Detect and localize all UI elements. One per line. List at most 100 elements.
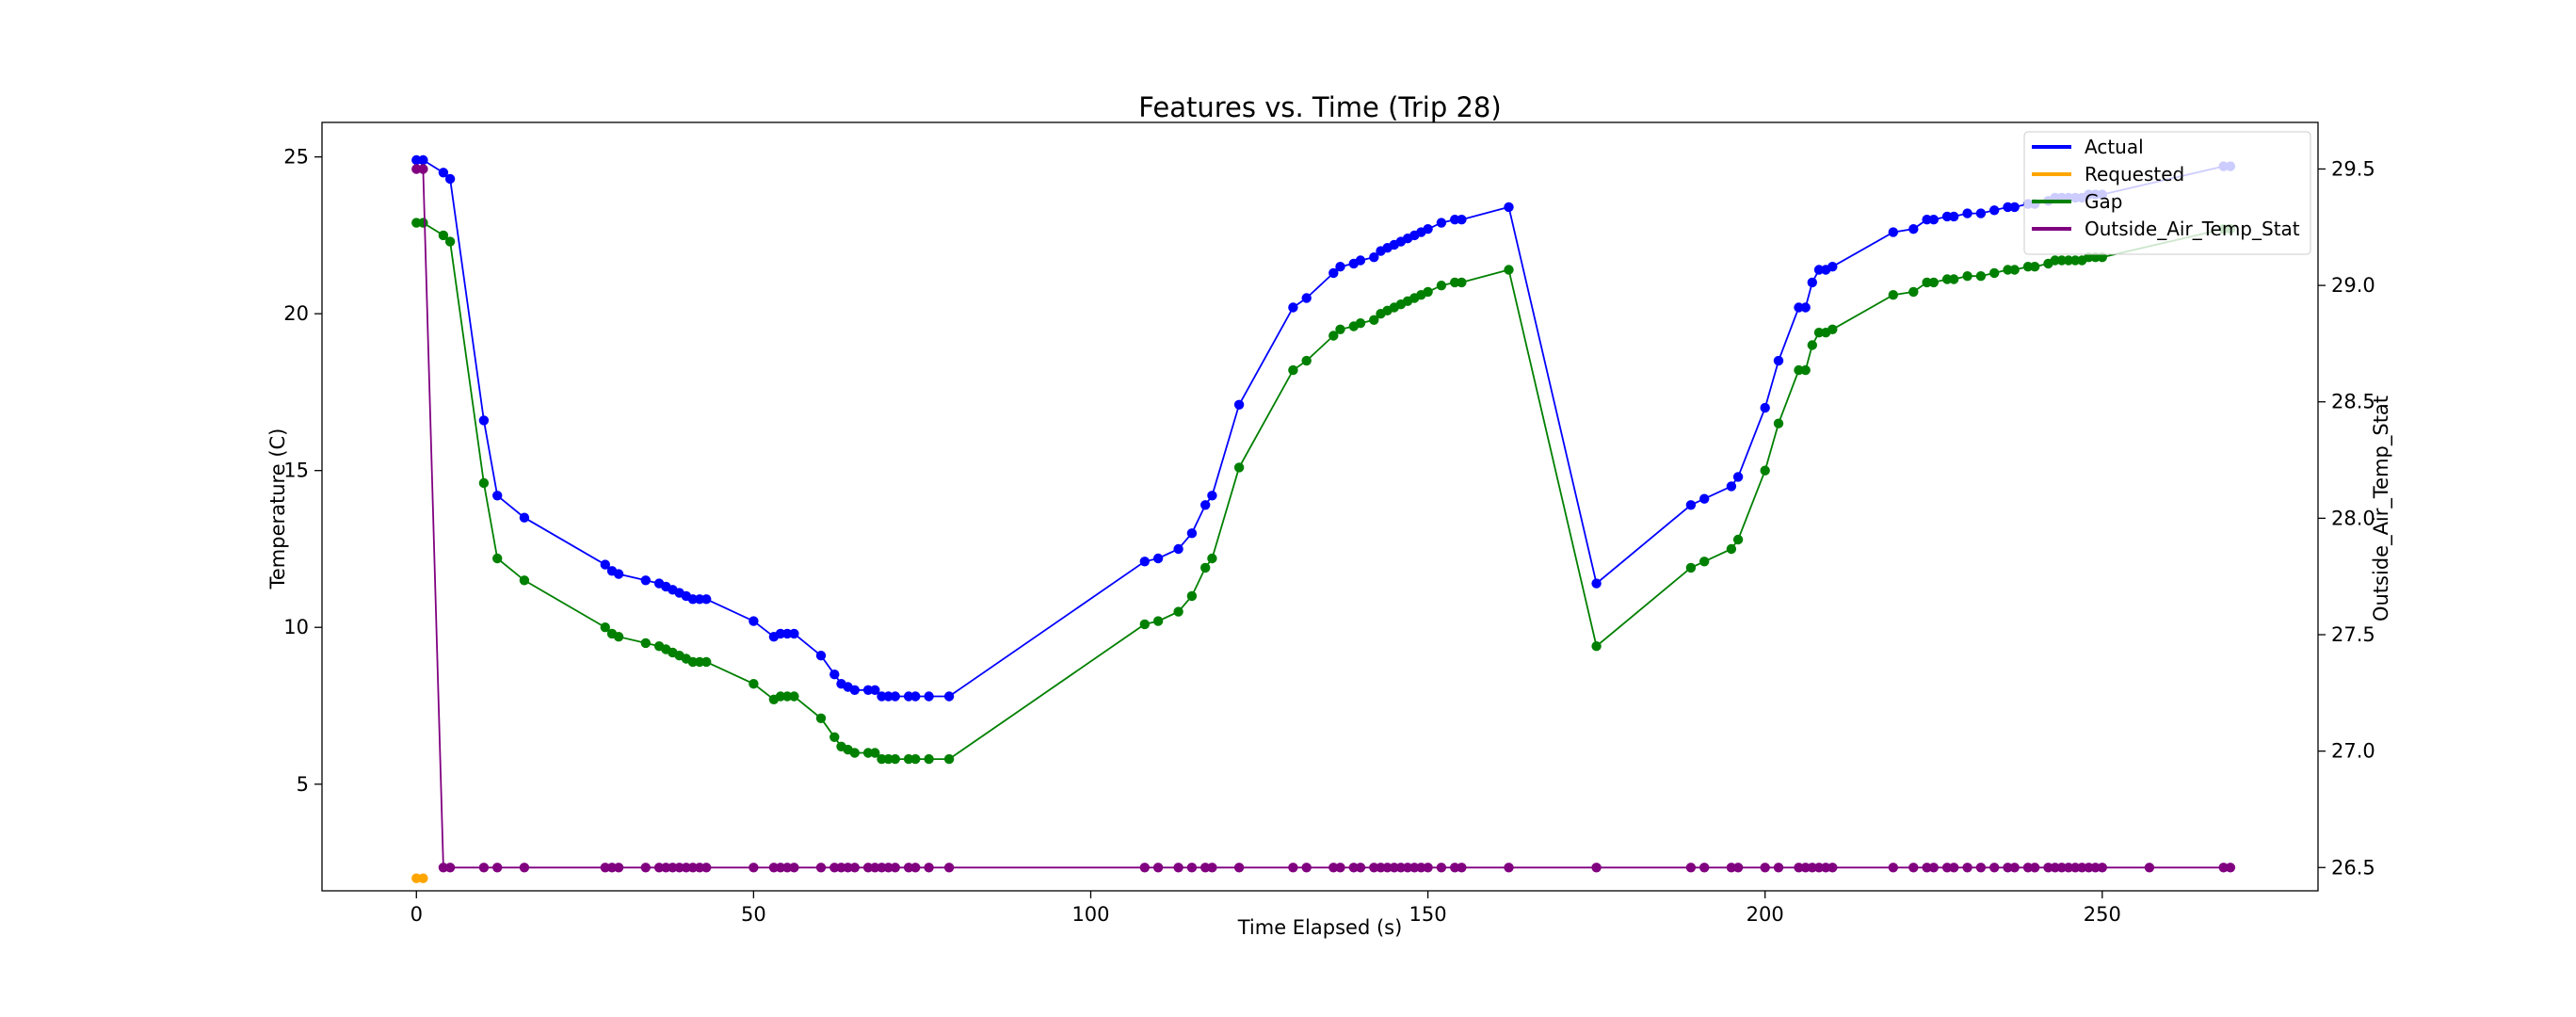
point-actual (1207, 491, 1217, 501)
y-right-tick-label: 27.5 (2331, 623, 2375, 646)
point-outside-air-temp-stat (789, 863, 799, 873)
point-outside-air-temp-stat (2097, 863, 2107, 873)
point-gap (1908, 286, 1919, 298)
y-right-tick-label: 26.5 (2331, 856, 2375, 879)
point-outside-air-temp-stat (2030, 863, 2040, 873)
point-outside-air-temp-stat (1423, 863, 1433, 873)
point-actual (478, 415, 490, 426)
point-outside-air-temp-stat (2022, 863, 2034, 873)
point-gap (1139, 619, 1151, 630)
point-actual (943, 691, 955, 702)
point-actual (1591, 578, 1602, 589)
point-gap (519, 575, 530, 586)
point-outside-air-temp-stat (1760, 863, 1770, 873)
point-gap (1975, 271, 1987, 282)
point-outside-air-temp-stat (492, 863, 503, 873)
chart-title: Features vs. Time (Trip 28) (1138, 91, 1501, 123)
point-outside-air-temp-stat (687, 863, 699, 873)
series-line-outside-air-temp-stat (416, 168, 2230, 869)
point-actual (1685, 500, 1697, 510)
point-gap (1450, 277, 1460, 288)
point-gap (2056, 255, 2067, 266)
point-outside-air-temp-stat (775, 863, 786, 873)
point-outside-air-temp-stat (478, 863, 490, 873)
point-gap (2022, 262, 2034, 272)
legend-box (2023, 131, 2311, 255)
legend-label-requested: Requested (2085, 163, 2184, 186)
point-gap (1726, 543, 1737, 555)
point-outside-air-temp-stat (849, 863, 860, 873)
point-gap (1504, 265, 1514, 275)
point-actual (1807, 277, 1818, 288)
point-outside-air-temp-stat (1962, 863, 1972, 873)
point-outside-air-temp-stat (1888, 863, 1899, 873)
point-gap (2090, 252, 2101, 263)
point-outside-air-temp-stat (1328, 863, 1339, 873)
point-actual (1813, 265, 1825, 275)
point-actual (1975, 208, 1987, 218)
point-actual (1186, 528, 1198, 539)
point-gap (2009, 265, 2020, 275)
point-outside-air-temp-stat (749, 863, 759, 873)
point-outside-air-temp-stat (613, 863, 624, 873)
point-actual (1989, 205, 2000, 216)
point-gap (1794, 364, 1804, 376)
point-outside-air-temp-stat (862, 863, 874, 873)
point-actual (1139, 557, 1151, 567)
point-gap (903, 753, 914, 765)
point-outside-air-temp-stat (674, 863, 684, 873)
point-outside-air-temp-stat (1908, 863, 1919, 873)
point-actual (492, 491, 503, 501)
point-outside-air-temp-stat (1173, 863, 1183, 873)
point-outside-air-temp-stat (1928, 863, 1939, 873)
point-outside-air-temp-stat (1382, 863, 1393, 873)
point-actual (883, 691, 894, 702)
point-outside-air-temp-stat (1699, 863, 1710, 873)
plot-marks (411, 154, 2236, 883)
point-gap (924, 753, 934, 765)
point-outside-air-temp-stat (653, 863, 665, 873)
point-outside-air-temp-stat (1949, 863, 1959, 873)
point-outside-air-temp-stat (438, 863, 449, 873)
legend-label-actual: Actual (2085, 136, 2144, 158)
point-outside-air-temp-stat (444, 863, 456, 873)
point-gap (1732, 534, 1744, 545)
point-actual (1949, 211, 1959, 222)
point-outside-air-temp-stat (829, 863, 840, 873)
legend: Actual Requested Gap Outside_Air_Temp_Stat (2023, 131, 2311, 255)
point-outside-air-temp-stat (782, 863, 793, 873)
point-outside-air-temp-stat (1416, 863, 1426, 873)
point-outside-air-temp-stat (1355, 863, 1366, 873)
point-outside-air-temp-stat (1335, 863, 1345, 873)
point-actual (613, 569, 624, 579)
point-gap (1301, 355, 1312, 366)
point-outside-air-temp-stat (1975, 863, 1987, 873)
point-gap (1173, 606, 1183, 617)
point-actual (903, 691, 914, 702)
point-outside-air-temp-stat (519, 863, 530, 873)
point-actual (749, 616, 759, 626)
point-gap (1949, 274, 1959, 284)
point-gap (862, 748, 874, 758)
point-outside-air-temp-stat (1152, 863, 1164, 873)
point-outside-air-temp-stat (883, 863, 894, 873)
point-outside-air-temp-stat (1369, 863, 1379, 873)
y-right-tick-label: 28.0 (2331, 507, 2375, 529)
point-actual (870, 685, 880, 695)
point-actual (1288, 302, 1298, 313)
point-actual (1827, 262, 1838, 272)
point-actual (1888, 227, 1899, 237)
point-gap (749, 679, 759, 689)
y-right-tick-label: 27.0 (2331, 740, 2375, 763)
point-outside-air-temp-stat (843, 863, 853, 873)
point-outside-air-temp-stat (1922, 863, 1932, 873)
point-gap (1807, 340, 1818, 350)
point-outside-air-temp-stat (640, 863, 651, 873)
point-gap (438, 230, 449, 241)
point-gap (2063, 255, 2074, 266)
point-actual (1760, 402, 1770, 413)
point-gap (1288, 364, 1298, 376)
point-actual (1152, 553, 1164, 564)
point-outside-air-temp-stat (1288, 863, 1298, 873)
